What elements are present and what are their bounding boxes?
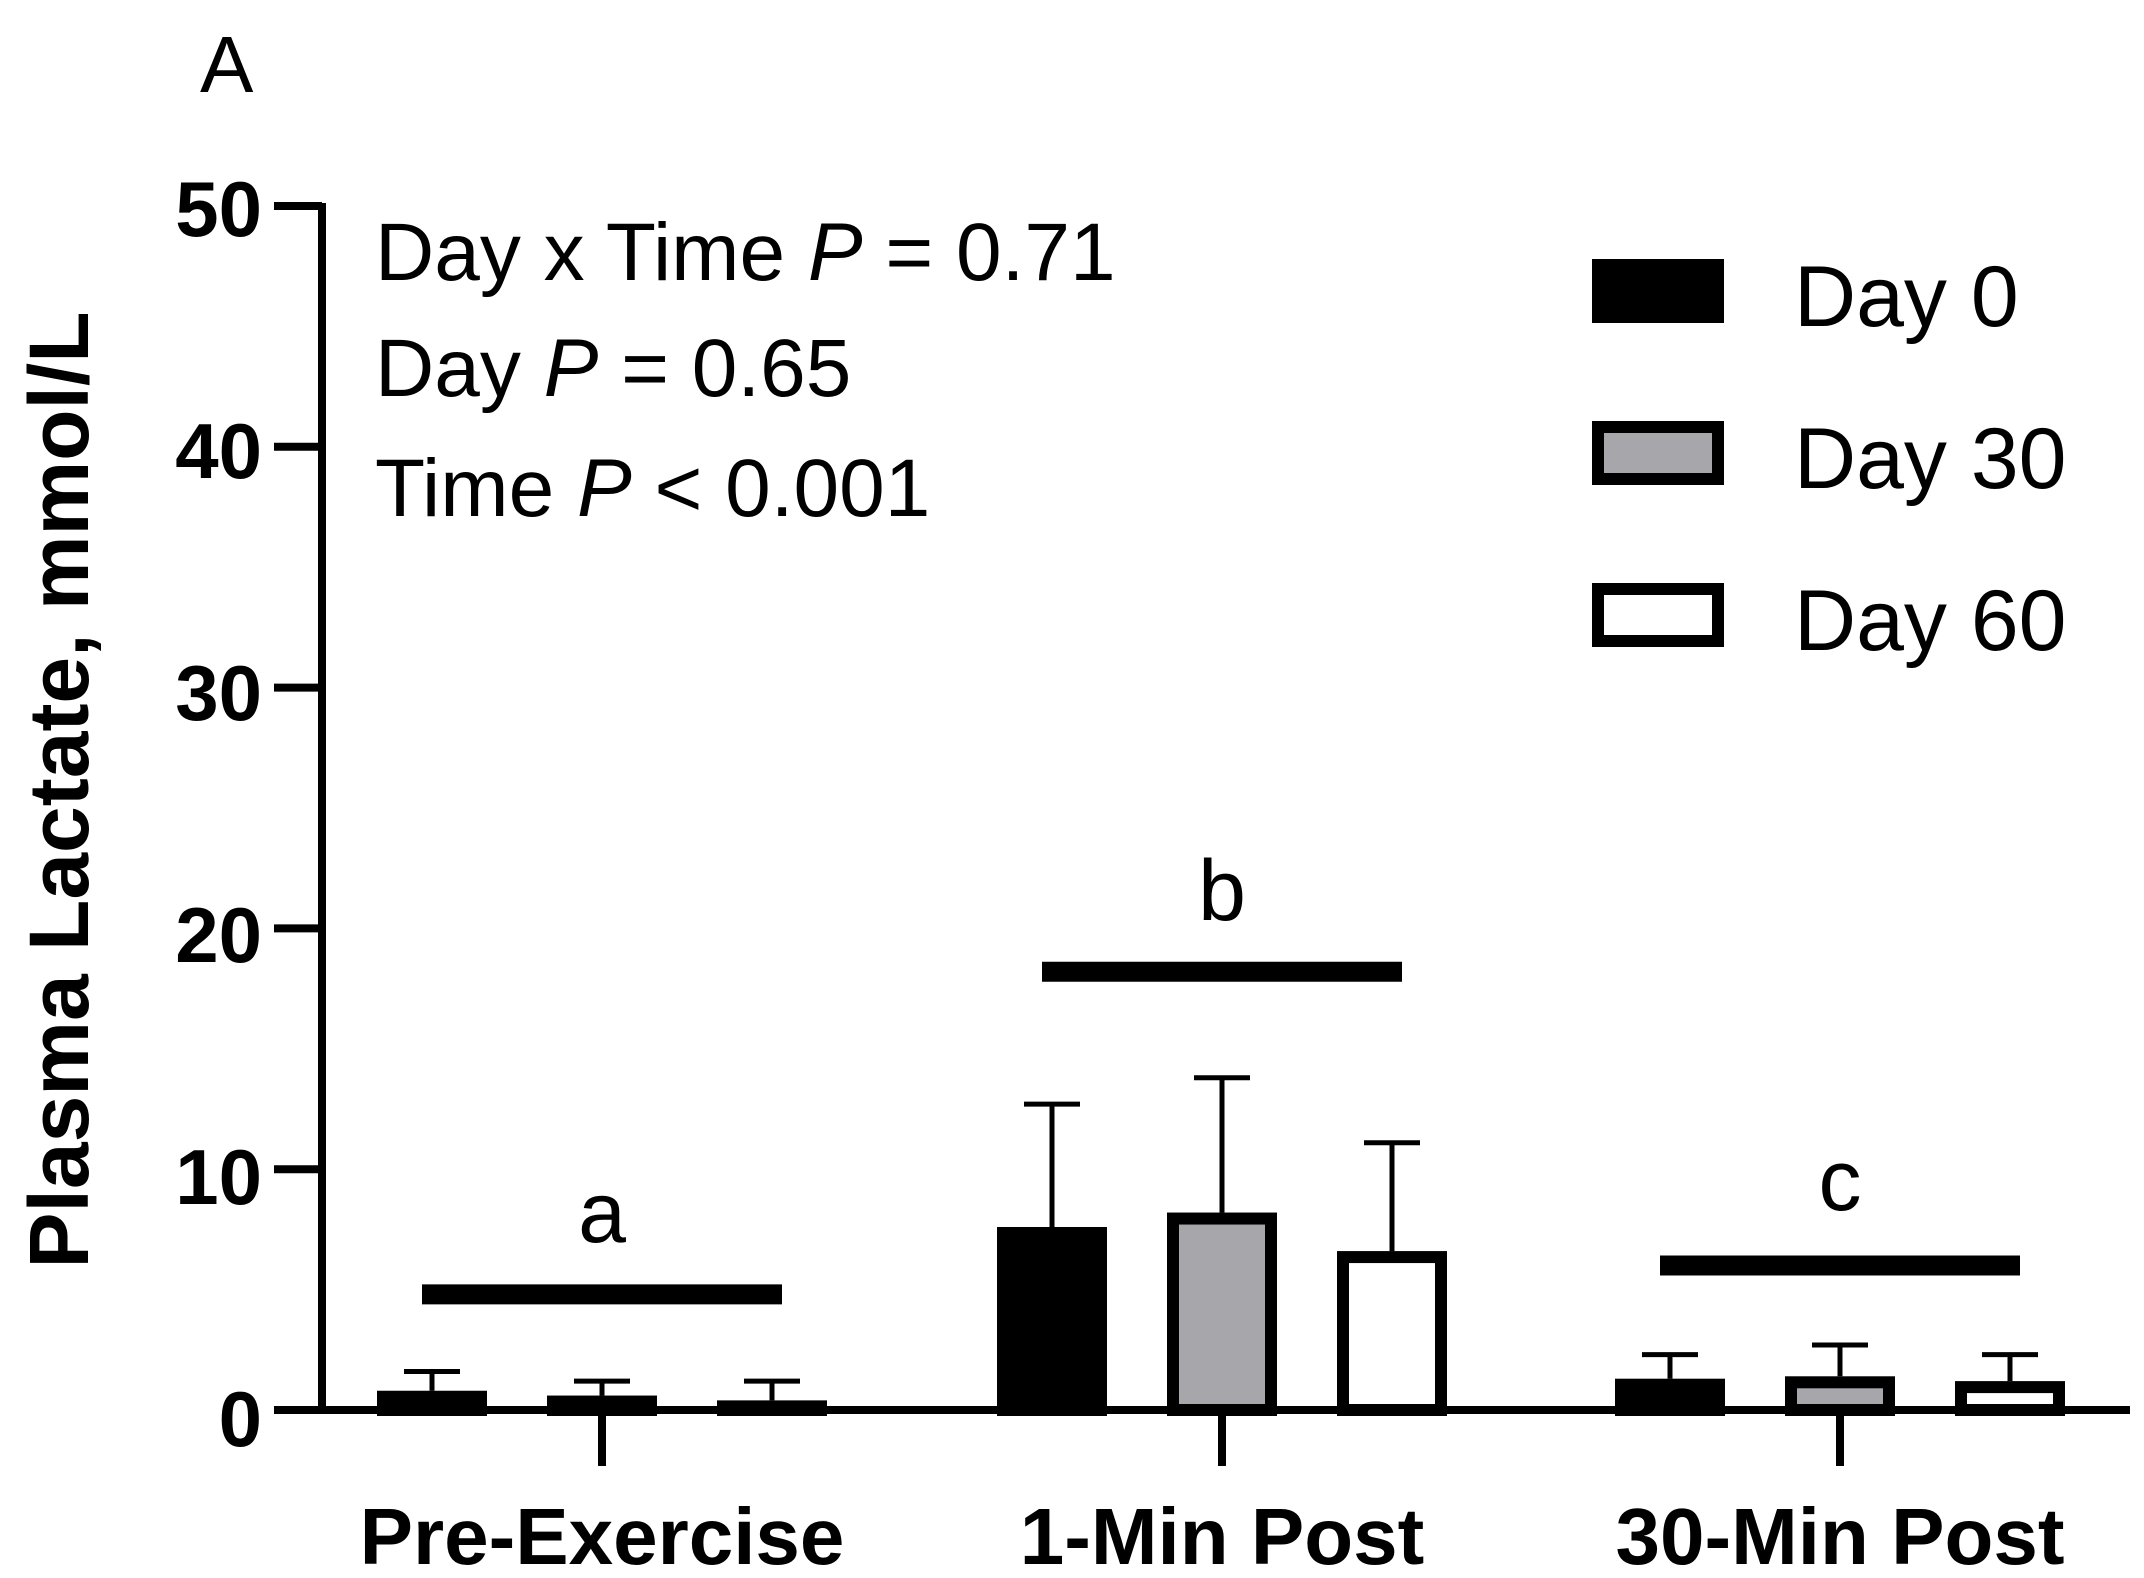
bar xyxy=(1785,1376,1895,1416)
legend-label: Day 0 xyxy=(1794,249,2019,345)
legend-label: Day 60 xyxy=(1794,573,2067,669)
legend: Day 0 Day 30 Day 60 xyxy=(1592,249,2067,669)
legend-swatch xyxy=(1592,259,1724,323)
legend-swatch xyxy=(1592,421,1724,485)
category-label: Pre-Exercise xyxy=(360,1492,845,1578)
legend-label: Day 30 xyxy=(1794,411,2067,507)
stat-time: Time P < 0.001 xyxy=(375,443,930,534)
y-tick-label: 30 xyxy=(175,649,262,737)
significance-letter: b xyxy=(1198,843,1246,939)
y-tick-label: 10 xyxy=(175,1133,262,1221)
category-label: 1-Min Post xyxy=(1020,1492,1424,1578)
chart-marks xyxy=(274,202,2130,1466)
significance-letter: c xyxy=(1819,1133,1862,1229)
bar xyxy=(1337,1251,1447,1417)
bar xyxy=(1167,1212,1277,1416)
y-tick-label: 40 xyxy=(175,407,262,495)
y-tick-label: 20 xyxy=(175,891,262,979)
y-axis-label: Plasma Lactate, mmol/L xyxy=(12,311,106,1268)
panel-label: A xyxy=(200,20,254,109)
category-label: 30-Min Post xyxy=(1616,1492,2065,1578)
legend-swatch xyxy=(1592,583,1724,647)
stat-day: Day P = 0.65 xyxy=(375,323,851,414)
y-tick-label: 50 xyxy=(175,165,262,253)
y-tick-label: 0 xyxy=(219,1375,262,1463)
bar xyxy=(997,1226,1107,1416)
y-tick-labels: 0 10 20 30 40 50 xyxy=(175,165,262,1463)
stat-interaction: Day x Time P = 0.71 xyxy=(375,207,1116,298)
significance-letter: a xyxy=(578,1165,626,1261)
